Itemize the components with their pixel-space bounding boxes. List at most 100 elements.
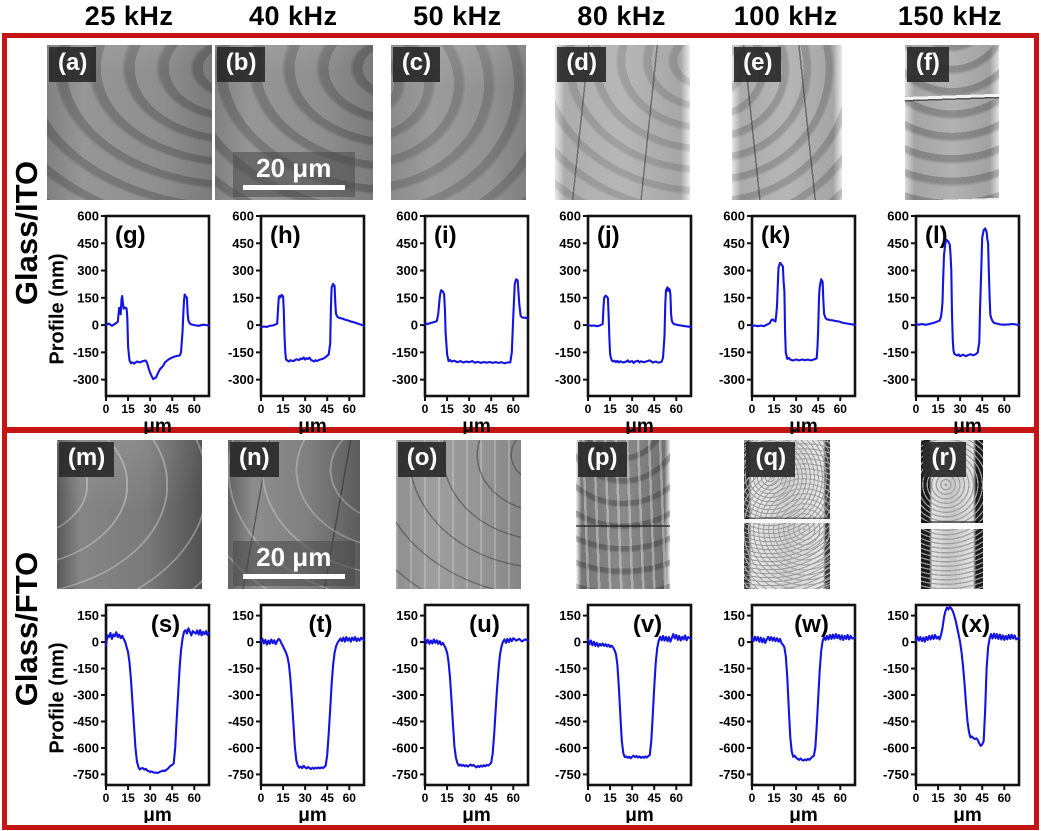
plot-frame (104, 214, 211, 398)
y-tick-label: -300 (555, 688, 581, 703)
plot-frame (587, 214, 693, 398)
x-tick-label: 45 (976, 402, 990, 416)
y-tick-label: -150 (392, 345, 418, 360)
sem-panel-a: (a) (47, 38, 212, 210)
y-tick-label: 150 (887, 290, 909, 305)
y-tick-label: -300 (719, 688, 745, 703)
profile-plot-h: 600 450 300 150 0 -150 -300 0 15 30 45 60 μm (h) (228, 210, 366, 434)
x-tick-label: 45 (320, 791, 334, 805)
x-tick-label: 60 (670, 402, 684, 416)
y-tick-label: -300 (73, 372, 99, 387)
y-tick-label: 450 (560, 236, 582, 251)
y-tick-label: 600 (560, 210, 582, 224)
sem-panel-b: (b) 20 μm (212, 38, 377, 210)
freq-label-100khz: 100 kHz (733, 1, 838, 31)
x-tick-label: 30 (298, 402, 312, 416)
panel-label-f: (f) (906, 47, 949, 83)
x-tick-label: 30 (143, 402, 157, 416)
x-tick-label: 60 (834, 791, 848, 805)
y-tick-label: 150 (232, 290, 254, 305)
x-tick-label: 15 (931, 791, 945, 805)
x-tick-label: 30 (462, 791, 476, 805)
y-tick-label: 0 (247, 318, 254, 333)
profile-curve-g (104, 293, 211, 381)
y-tick-label: -600 (883, 740, 909, 755)
y-tick-label: 150 (724, 290, 746, 305)
y-tick-label: -150 (73, 661, 99, 676)
panel-label-g: (g) (115, 222, 146, 249)
profile-curve-h (259, 282, 365, 363)
x-axis-label: μm (790, 805, 819, 823)
x-tick-label: 15 (121, 402, 135, 416)
x-tick-label: 45 (648, 402, 662, 416)
sem-panel-o: (o) (376, 433, 541, 599)
y-tick-label: 150 (887, 608, 909, 623)
y-tick-label: -450 (555, 714, 581, 729)
y-tick-label: -150 (73, 345, 99, 360)
y-tick-label: -300 (228, 372, 254, 387)
y-tick-label: 150 (560, 290, 582, 305)
section-label-ito: Glass/ITO (9, 160, 44, 305)
y-tick-label: -600 (392, 740, 418, 755)
sem-panel-m: (m) (47, 433, 212, 599)
x-tick-label: 15 (440, 402, 454, 416)
section-glass-fto: Glass/FTO (m) (n) 20 μm (o) (p) (q) (r) Profil… (7, 427, 1034, 825)
plot-frame (750, 214, 857, 398)
plot-cell-s: Profile (nm) 150 0 -150 -300 -450 -600 -750 0 15 3… (47, 599, 215, 825)
plot-row-ito: Profile (nm) 600 450 300 150 0 -150 -300 0 15 30 45… (47, 210, 1034, 434)
x-axis-label: μm (953, 416, 982, 434)
x-tick-label: 0 (103, 402, 110, 416)
y-tick-label: 300 (77, 263, 99, 278)
x-axis-label: μm (462, 416, 491, 434)
y-tick-label: 300 (232, 263, 254, 278)
freq-label-50khz: 50 kHz (413, 1, 502, 31)
panel-label-e: (e) (734, 47, 782, 83)
y-tick-label: -300 (719, 372, 745, 387)
y-axis-label: Profile (nm) (46, 642, 69, 754)
panel-label-k: (k) (761, 222, 790, 249)
profile-plot-l: 600 450 300 150 0 -150 -300 0 15 30 45 60 μm (l) (883, 210, 1021, 434)
plot-cell-x: 150 0 -150 -300 -450 -600 -750 0 15 30 45 60 μm (x) (870, 599, 1034, 825)
panel-label-m: (m) (58, 442, 115, 478)
y-tick-label: 450 (232, 236, 254, 251)
x-tick-label: 60 (506, 402, 520, 416)
y-tick-label: -600 (228, 740, 254, 755)
y-tick-label: 150 (396, 290, 418, 305)
x-tick-label: 15 (604, 402, 618, 416)
profile-curve-t (259, 636, 365, 771)
y-tick-label: -750 (228, 767, 254, 782)
freq-label-40khz: 40 kHz (248, 1, 338, 31)
section-label-fto: Glass/FTO (9, 551, 44, 707)
sem-panel-r: (r) (870, 433, 1035, 599)
y-tick-label: -150 (719, 661, 745, 676)
profile-curve-i (423, 278, 529, 365)
panel-label-x: (x) (961, 611, 990, 638)
y-tick-label: 300 (724, 263, 746, 278)
sem-image-a: (a) (47, 45, 212, 200)
scale-bar-line (242, 574, 345, 579)
profile-curve-k (751, 261, 857, 362)
x-tick-label: 60 (188, 791, 202, 805)
x-axis-label: μm (462, 805, 491, 823)
y-tick-label: 0 (410, 318, 417, 333)
x-tick-label: 45 (484, 402, 498, 416)
y-tick-label: 0 (738, 635, 745, 650)
y-tick-label: -300 (883, 688, 909, 703)
y-tick-label: 600 (724, 210, 746, 224)
x-tick-label: 45 (812, 402, 826, 416)
plot-cell-g: Profile (nm) 600 450 300 150 0 -150 -300 0 15 30 45… (47, 210, 215, 434)
plot-cell-w: 150 0 -150 -300 -450 -600 -750 0 15 30 45 60 μm (w) (706, 599, 870, 825)
profile-plot-t: 150 0 -150 -300 -450 -600 -750 0 15 30 45 60 μm (t) (228, 603, 366, 823)
x-tick-label: 60 (834, 402, 848, 416)
panel-label-j: (j) (597, 222, 620, 249)
x-tick-label: 15 (931, 402, 945, 416)
profile-plot-g: 600 450 300 150 0 -150 -300 0 15 30 45 60 μm (g) (73, 210, 211, 434)
plot-cell-i: 600 450 300 150 0 -150 -300 0 15 30 45 60 μm (i) (379, 210, 543, 434)
plot-cell-j: 600 450 300 150 0 -150 -300 0 15 30 45 60 μm (j) (543, 210, 707, 434)
x-tick-label: 0 (913, 402, 920, 416)
sem-image-d: (d) (555, 45, 691, 200)
profile-curve-u (423, 637, 529, 769)
y-tick-label: 150 (77, 290, 99, 305)
freq-label-150khz: 150 kHz (897, 1, 1002, 31)
scale-bar-label: 20 μm (256, 153, 332, 184)
